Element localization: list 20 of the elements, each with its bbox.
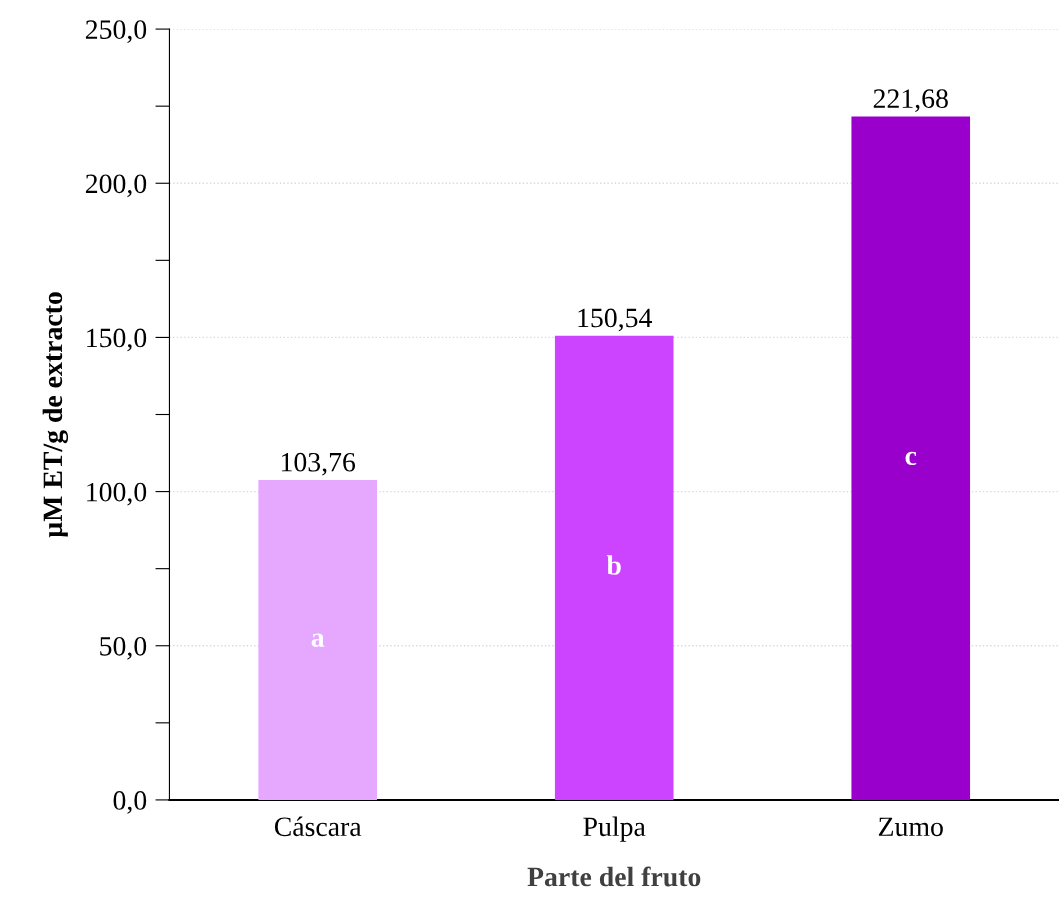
y-tick-label: 100,0	[87, 482, 147, 506]
x-axis-title: Parte del fruto	[527, 866, 701, 887]
y-tick-label: 200,0	[85, 174, 147, 198]
annotation: a	[311, 633, 325, 647]
y-tick-label: 0,0	[113, 791, 147, 814]
y-tick-label: 50,0	[100, 636, 147, 660]
x-tick-label: Zumo	[878, 817, 943, 837]
bar	[554, 335, 674, 800]
x-tick-label: Cáscara	[274, 816, 362, 837]
y-tick-label: 150,0	[87, 328, 147, 352]
data-label: 221,68	[873, 89, 948, 112]
x-tick-label: Pulpa	[583, 816, 646, 842]
bar	[851, 116, 971, 800]
data-label: 103,76	[281, 452, 356, 476]
y-axis-title: µM ET/g de extracto	[42, 292, 69, 538]
annotation: b	[606, 555, 621, 575]
data-label: 150,54	[578, 308, 652, 332]
y-tick-label: 250,0	[85, 20, 147, 43]
annotation: c	[905, 451, 917, 466]
bar	[258, 479, 377, 800]
